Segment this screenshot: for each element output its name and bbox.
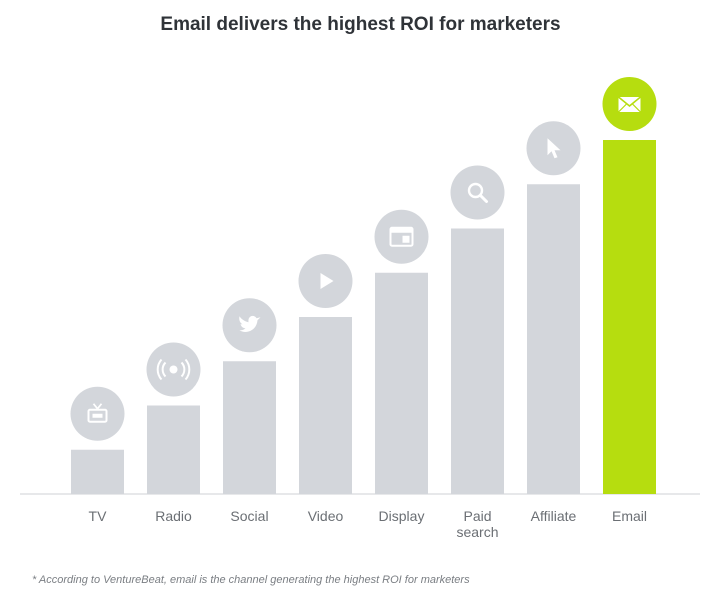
- browser-window-icon: [374, 209, 429, 264]
- envelope-icon: [602, 77, 657, 131]
- x-tick-label: Social: [230, 508, 268, 524]
- search-icon: [450, 165, 505, 220]
- play-icon: [298, 254, 353, 308]
- chart-title: Email delivers the highest ROI for marke…: [160, 14, 561, 35]
- bar-social: [223, 361, 276, 494]
- footnote: * According to VentureBeat, email is the…: [32, 574, 470, 586]
- bar-radio: [147, 405, 200, 494]
- x-tick-label: Video: [308, 508, 344, 524]
- x-tick-label: Paid: [463, 508, 491, 524]
- twitter-bird-icon: [222, 298, 277, 353]
- bar-paid-search: [451, 228, 504, 494]
- x-tick-label: search: [456, 524, 498, 540]
- x-tick-label: Email: [612, 508, 647, 524]
- bar-tv: [71, 449, 124, 494]
- cursor-arrow-icon: [526, 121, 581, 176]
- x-tick-label: Radio: [155, 508, 192, 524]
- x-tick-label: TV: [89, 508, 108, 524]
- bar-email: [603, 140, 656, 494]
- radio-broadcast-icon: [146, 342, 201, 397]
- bar-affiliate: [527, 184, 580, 494]
- x-tick-label: Display: [379, 508, 425, 524]
- bar-display: [375, 272, 428, 494]
- tv-icon: [70, 386, 125, 441]
- x-tick-label: Affiliate: [531, 508, 577, 524]
- bar-video: [299, 317, 352, 494]
